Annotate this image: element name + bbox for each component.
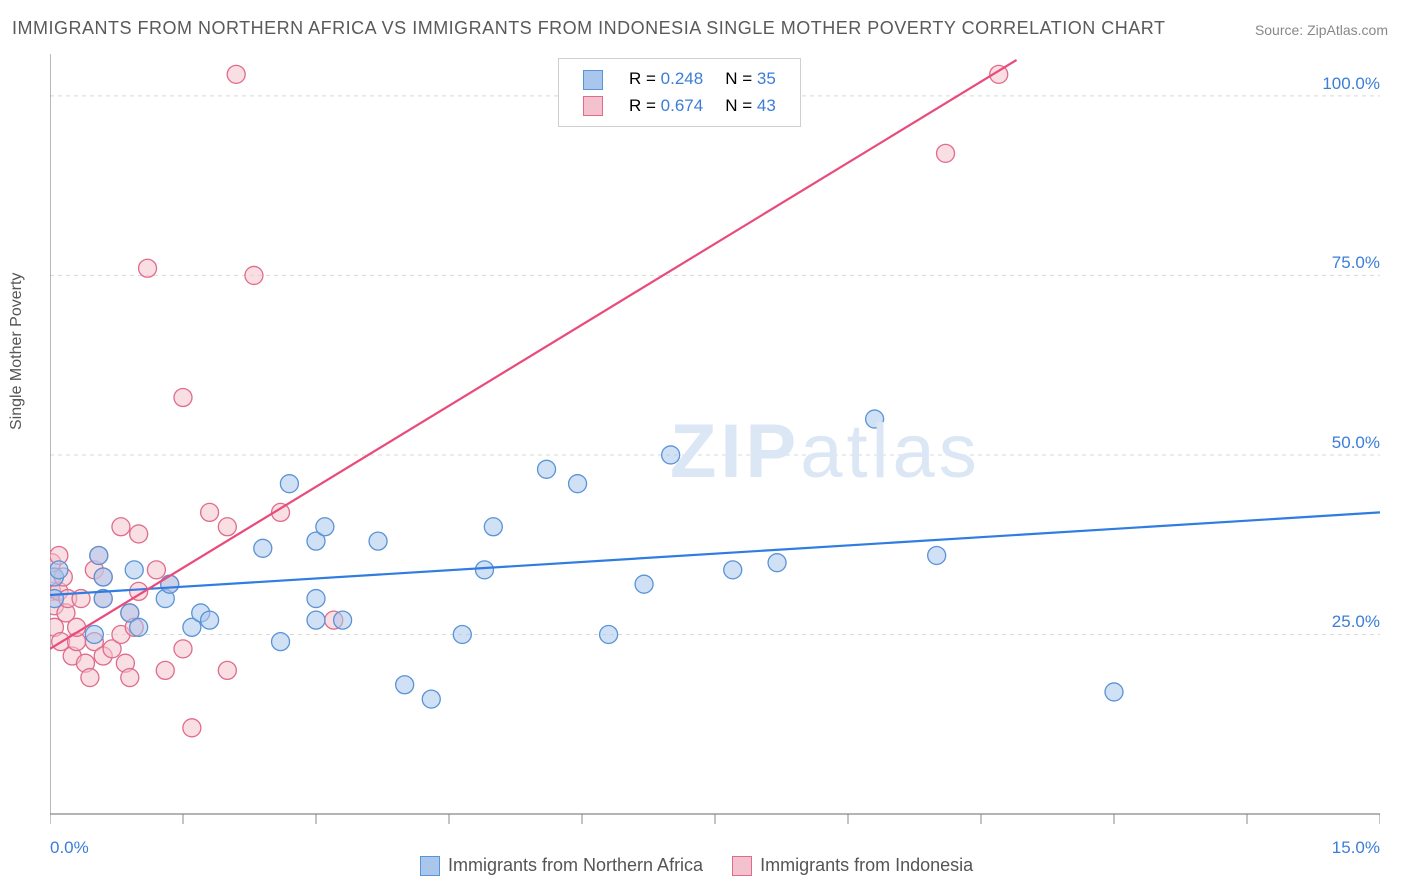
r-value-1: 0.248 bbox=[661, 69, 704, 88]
chart-area: ZIPatlas R = 0.248 N = 35 R = 0.674 N = … bbox=[50, 48, 1380, 838]
n-value-1: 35 bbox=[757, 69, 776, 88]
y-tick-label: 75.0% bbox=[1320, 253, 1380, 273]
swatch-series1 bbox=[583, 70, 603, 90]
n-label-1: N = bbox=[725, 69, 752, 88]
legend-row-series2: R = 0.674 N = 43 bbox=[573, 94, 786, 119]
correlation-table: R = 0.248 N = 35 R = 0.674 N = 43 bbox=[571, 65, 788, 120]
r-value-2: 0.674 bbox=[661, 96, 704, 115]
x-tick-label: 0.0% bbox=[50, 838, 89, 858]
source-link[interactable]: ZipAtlas.com bbox=[1307, 22, 1388, 38]
source-label: Source: bbox=[1255, 22, 1307, 38]
legend-label-2: Immigrants from Indonesia bbox=[760, 855, 973, 875]
n-value-2: 43 bbox=[757, 96, 776, 115]
correlation-legend: R = 0.248 N = 35 R = 0.674 N = 43 bbox=[558, 58, 801, 127]
legend-row-series1: R = 0.248 N = 35 bbox=[573, 67, 786, 92]
r-label-1: R = bbox=[629, 69, 656, 88]
y-tick-label: 25.0% bbox=[1320, 612, 1380, 632]
y-tick-label: 100.0% bbox=[1320, 74, 1380, 94]
x-tick-label: 15.0% bbox=[1330, 838, 1380, 858]
swatch-series1-bottom bbox=[420, 856, 440, 876]
y-axis-label: Single Mother Poverty bbox=[8, 273, 26, 430]
chart-title: IMMIGRANTS FROM NORTHERN AFRICA VS IMMIG… bbox=[12, 18, 1165, 39]
source-credit: Source: ZipAtlas.com bbox=[1255, 22, 1388, 38]
legend-bottom: Immigrants from Northern Africa Immigran… bbox=[420, 855, 973, 876]
swatch-series2-bottom bbox=[732, 856, 752, 876]
r-label-2: R = bbox=[629, 96, 656, 115]
legend-label-1: Immigrants from Northern Africa bbox=[448, 855, 703, 875]
scatter-chart-svg bbox=[50, 48, 1380, 838]
swatch-series2 bbox=[583, 96, 603, 116]
n-label-2: N = bbox=[725, 96, 752, 115]
y-tick-label: 50.0% bbox=[1320, 433, 1380, 453]
